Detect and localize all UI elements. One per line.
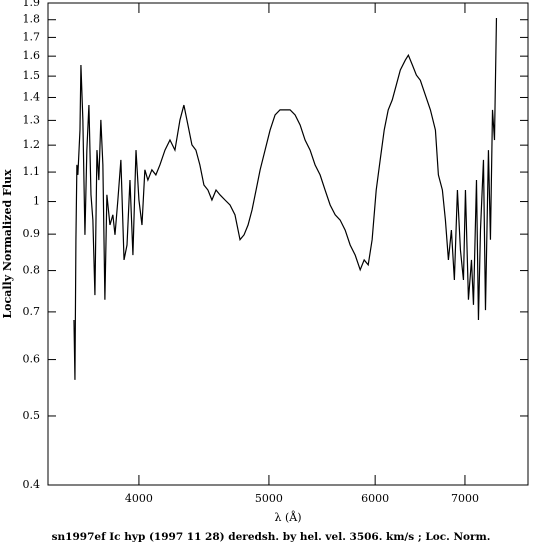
x-tick-label: 5000 [255,492,283,505]
y-tick-label: 1.9 [23,0,41,9]
y-tick-label: 1.5 [23,69,41,82]
y-tick-label: 0.4 [23,478,41,491]
y-tick-label: 1.6 [23,49,41,62]
x-tick-label: 4000 [125,492,153,505]
y-tick-label: 0.9 [23,227,41,240]
x-tick-label: 6000 [361,492,389,505]
y-tick-label: 0.6 [23,353,41,366]
y-tick-label: 1.1 [23,165,41,178]
y-tick-label: 1.2 [23,138,41,151]
chart-title: sn1997ef Ic hyp (1997 11 28) deredsh. by… [52,531,491,543]
y-tick-label: 1.3 [23,113,41,126]
plot-frame [47,2,529,486]
y-axis-label: Locally Normalized Flux [1,169,14,319]
y-tick-label: 1.4 [23,90,41,103]
y-tick-label: 0.5 [23,409,41,422]
y-tick-label: 1.7 [23,30,41,43]
y-tick-label: 0.8 [23,264,41,277]
x-axis-label: λ (Å) [275,510,302,524]
spectrum-line [73,18,498,380]
y-tick-label: 1.8 [23,13,41,26]
x-tick-label: 7000 [451,492,479,505]
y-tick-label: 0.7 [23,305,41,318]
y-tick-label: 1 [33,195,40,208]
